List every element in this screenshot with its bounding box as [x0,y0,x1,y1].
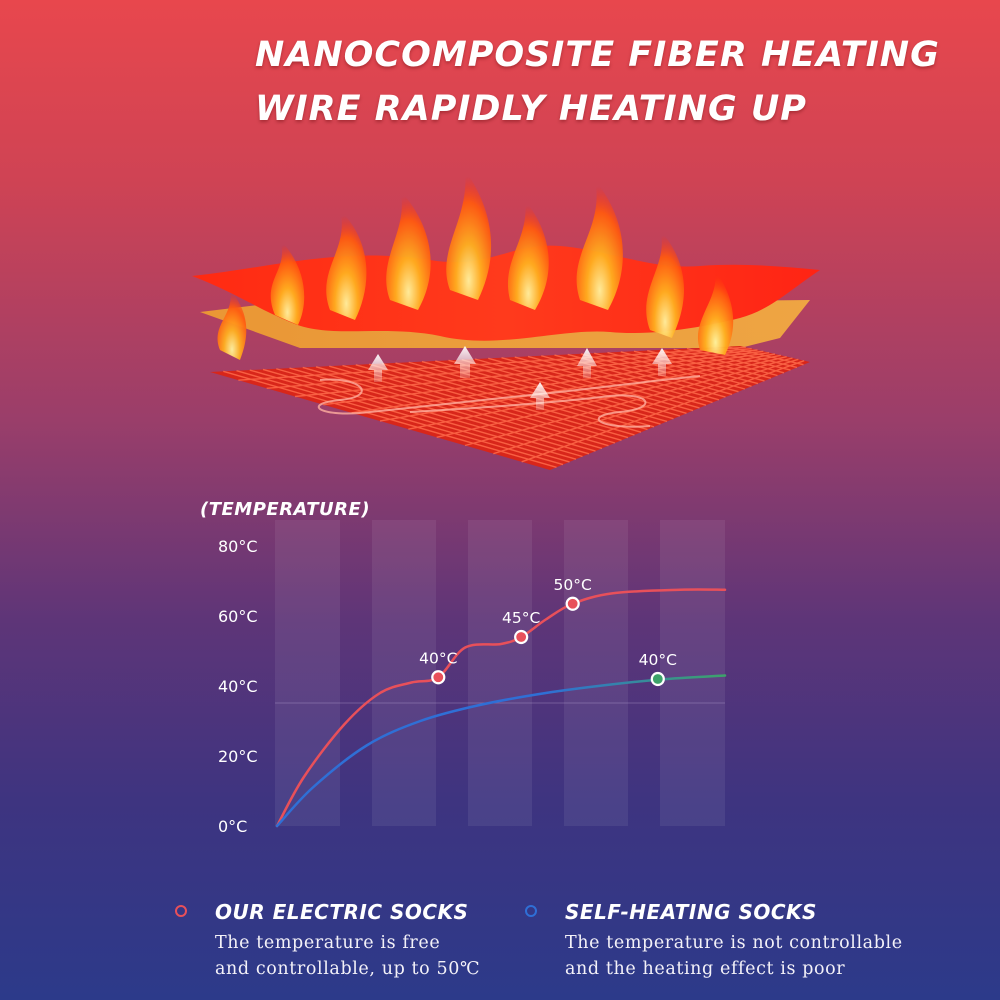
data-label: 45°C [502,609,540,627]
legend-title: SELF-HEATING SOCKS [565,900,817,924]
y-axis-ticks: 0°C 20°C 40°C 60°C 80°C [218,537,258,836]
data-point-marker [431,670,446,685]
grid-wire [660,349,772,379]
grid-wire [633,350,759,385]
grid-wire [262,368,577,460]
flame-effects [217,170,734,360]
legend-desc-line: The temperature is free [215,933,441,953]
background-band [468,520,532,826]
grid-wire [673,348,778,377]
y-tick-label: 60°C [218,607,258,626]
arrow-up-icon [577,348,597,378]
data-point-marker [650,671,665,687]
y-tick-label: 40°C [218,677,258,696]
legend-desc-line: and the heating effect is poor [565,959,846,979]
heating-pad-illustration [192,170,820,470]
data-point-marker [565,596,580,611]
y-axis-label: (TEMPERATURE) [200,499,370,520]
legend-circle-icon [175,905,187,917]
legend-circle-icon [525,905,537,917]
legend-desc-line: and controllable, up to 50℃ [215,959,481,979]
y-tick-label: 0°C [218,817,247,836]
legend-item-electric-socks: OUR ELECTRIC SOCKS The temperature is fr… [175,900,480,982]
grid-wire [276,368,583,458]
legend-desc-line: The temperature is not controllable [565,933,903,953]
legend-item-self-heating-socks: SELF-HEATING SOCKS The temperature is no… [525,900,903,982]
heat-rising-arrows [368,346,672,410]
series-line-self-heating-socks [275,674,727,828]
legend-title: OUR ELECTRIC SOCKS [215,900,469,924]
background-band [660,520,725,826]
grid-wire [236,370,564,466]
arrow-up-icon [454,346,476,378]
series-line-electric-socks [275,588,727,828]
grid-wire [474,358,681,417]
data-point-marker [514,629,529,645]
grid-wire [620,351,752,387]
background-band [275,520,340,826]
arrow-up-icon [652,348,672,376]
grid-wire [541,355,713,404]
grid-wire [594,352,739,393]
y-tick-label: 20°C [218,747,258,766]
grid-wire [647,349,765,382]
heating-wire-grid [210,345,810,470]
arrow-up-icon [530,382,550,410]
grid-wire [726,345,804,366]
title-line-1: NANOCOMPOSITE FIBER HEATING [255,35,940,75]
grid-wire [514,356,700,409]
arrow-up-icon [368,354,388,382]
grid-wire [580,353,733,396]
grid-wire [315,366,603,450]
data-label: 40°C [419,649,457,667]
grid-wire [713,346,798,369]
grid-wire [249,369,570,463]
grid-wire [527,355,707,406]
grid-wire [686,347,785,374]
data-label: 50°C [554,576,592,594]
grid-wire [223,370,557,468]
background-band [372,520,436,826]
chart-background-bands [275,520,725,826]
grid-wire [355,364,622,441]
grid-wire [342,364,616,444]
data-label: 40°C [639,651,677,669]
page-title: NANOCOMPOSITE FIBER HEATING WIRE RAPIDLY… [255,28,975,136]
grid-wire [382,362,635,436]
grid-wire [607,351,746,390]
y-tick-label: 80°C [218,537,258,556]
grid-wire [368,363,629,439]
grid-wire [501,357,694,412]
background-band [564,520,628,826]
temperature-chart: (TEMPERATURE) 0°C 20°C 40°C 60°C 80°C 40°C 45… [200,499,727,836]
title-line-2: WIRE RAPIDLY HEATING UP [255,89,807,129]
grid-wire [488,357,687,414]
